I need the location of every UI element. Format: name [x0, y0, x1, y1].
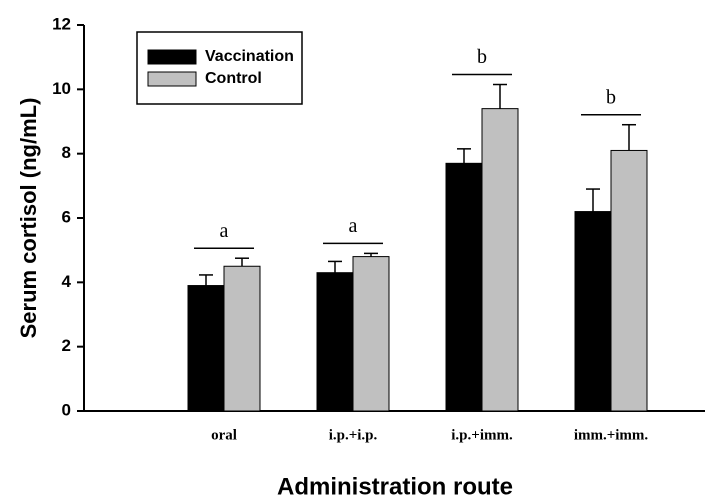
bar	[481, 108, 519, 412]
y-axis-label: Serum cortisol (ng/mL)	[16, 98, 41, 339]
significance-label: b	[477, 46, 487, 68]
x-tick-label: i.p.+imm.	[451, 427, 513, 443]
x-axis-label: Administration route	[277, 473, 513, 500]
legend-swatch	[147, 71, 197, 87]
legend-box	[136, 31, 303, 105]
significance-label: a	[220, 220, 229, 242]
bar	[223, 265, 261, 412]
legend-label: Vaccination	[205, 48, 294, 65]
y-tick-label: 2	[62, 336, 71, 355]
x-tick-label: oral	[211, 427, 237, 443]
legend-label: Control	[205, 70, 262, 87]
y-tick-label: 4	[62, 272, 72, 291]
legend-swatch	[147, 49, 197, 65]
bar	[574, 211, 612, 412]
bar	[352, 256, 390, 412]
y-tick-label: 10	[52, 79, 71, 98]
significance-label: b	[606, 86, 616, 108]
x-tick-label: i.p.+i.p.	[329, 427, 378, 443]
y-tick-label: 12	[52, 14, 71, 33]
y-tick-label: 6	[62, 207, 71, 226]
bar	[610, 149, 648, 412]
bar	[445, 162, 483, 412]
bar	[316, 272, 354, 412]
bar	[187, 285, 225, 412]
x-tick-label: imm.+imm.	[574, 427, 649, 443]
significance-label: a	[349, 215, 358, 237]
y-tick-label: 0	[62, 400, 71, 419]
y-tick-label: 8	[62, 143, 71, 162]
